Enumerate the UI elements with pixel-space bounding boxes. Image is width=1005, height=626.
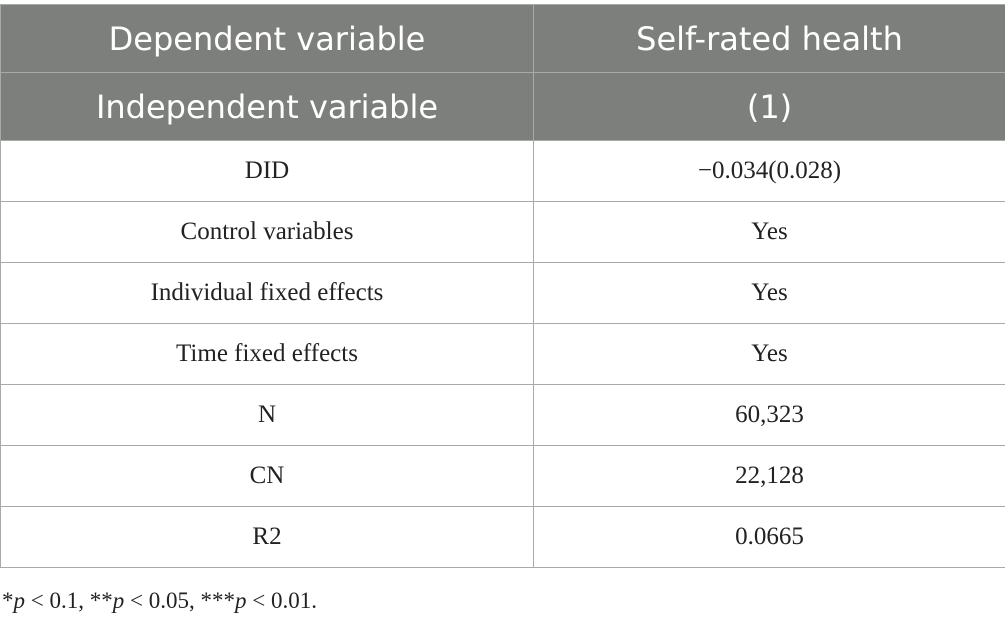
header-dependent-value: Self-rated health xyxy=(533,4,1005,73)
row-label: N xyxy=(0,384,534,446)
row-value: Yes xyxy=(533,201,1005,263)
row-value: 0.0665 xyxy=(533,506,1005,568)
header-dependent-label: Dependent variable xyxy=(0,4,534,73)
footnote-stars: * xyxy=(2,588,14,613)
footnote-threshold-1: < 0.1, ** xyxy=(25,588,113,613)
table-row: Control variables Yes xyxy=(0,201,1005,263)
header-model-number: (1) xyxy=(533,72,1005,141)
table-row: Individual fixed effects Yes xyxy=(0,262,1005,324)
footnote-threshold-2: < 0.05, *** xyxy=(124,588,235,613)
header-row-independent: Independent variable (1) xyxy=(0,72,1005,141)
row-label: Individual fixed effects xyxy=(0,262,534,324)
significance-footnote: *p < 0.1, **p < 0.05, ***p < 0.01. xyxy=(2,588,317,614)
table-row: R2 0.0665 xyxy=(0,506,1005,568)
row-label: R2 xyxy=(0,506,534,568)
row-label: CN xyxy=(0,445,534,507)
results-table: Dependent variable Self-rated health Ind… xyxy=(0,4,1005,568)
table-row: DID −0.034(0.028) xyxy=(0,140,1005,202)
row-value: Yes xyxy=(533,262,1005,324)
header-independent-label: Independent variable xyxy=(0,72,534,141)
row-value: 22,128 xyxy=(533,445,1005,507)
table-row: Time fixed effects Yes xyxy=(0,323,1005,385)
table-row: CN 22,128 xyxy=(0,445,1005,507)
footnote-threshold-3: < 0.01. xyxy=(246,588,317,613)
footnote-p-symbol: p xyxy=(13,588,26,613)
row-label: Control variables xyxy=(0,201,534,263)
row-value: Yes xyxy=(533,323,1005,385)
row-value: 60,323 xyxy=(533,384,1005,446)
row-value: −0.034(0.028) xyxy=(533,140,1005,202)
header-row-dependent: Dependent variable Self-rated health xyxy=(0,4,1005,73)
row-label: DID xyxy=(0,140,534,202)
row-label: Time fixed effects xyxy=(0,323,534,385)
footnote-p-symbol: p xyxy=(112,588,125,613)
table-row: N 60,323 xyxy=(0,384,1005,446)
footnote-p-symbol: p xyxy=(234,588,247,613)
results-table-container: Dependent variable Self-rated health Ind… xyxy=(0,4,1005,568)
